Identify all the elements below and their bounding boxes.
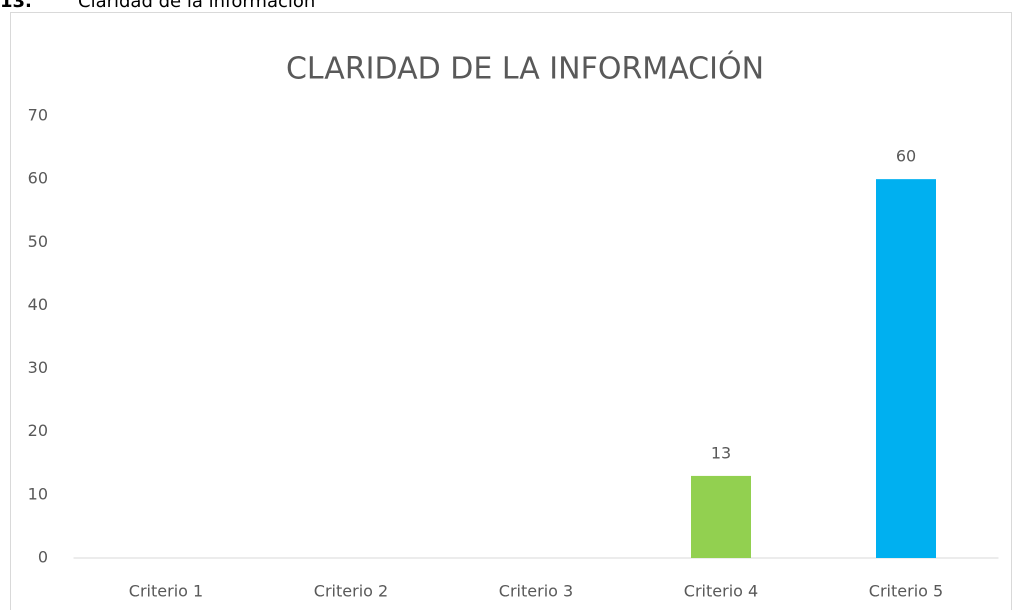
- y-tick-label: 60: [28, 169, 48, 188]
- y-tick-label: 50: [28, 232, 48, 251]
- caption-text: Claridad de la información: [78, 0, 315, 12]
- chart-title: CLARIDAD DE LA INFORMACIÓN: [286, 50, 764, 87]
- x-tick-label: Criterio 3: [499, 582, 573, 601]
- x-tick-label: Criterio 2: [314, 582, 388, 601]
- x-tick-label: Criterio 5: [869, 582, 943, 601]
- x-tick-label: Criterio 4: [684, 582, 758, 601]
- y-tick-label: 0: [38, 548, 48, 567]
- caption-number: 13.: [0, 0, 32, 12]
- x-tick-label: Criterio 1: [129, 582, 203, 601]
- y-tick-label: 20: [28, 421, 48, 440]
- chart-border: [10, 12, 1012, 610]
- bar: [876, 179, 936, 558]
- bar: [691, 475, 751, 558]
- y-tick-label: 30: [28, 358, 48, 377]
- data-label: 13: [711, 443, 731, 462]
- y-tick-label: 10: [28, 484, 48, 503]
- y-tick-label: 40: [28, 295, 48, 314]
- y-tick-label: 70: [28, 106, 48, 125]
- data-label: 60: [896, 147, 916, 166]
